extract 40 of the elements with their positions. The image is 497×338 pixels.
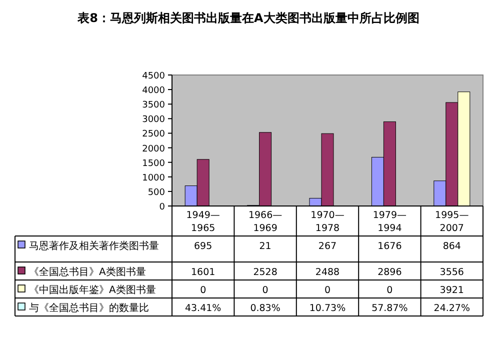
data-label: 0 [200,285,206,296]
y-tick-label: 500 [148,188,166,198]
y-tick-label: 3500 [142,100,166,111]
y-tick-label: 2500 [142,130,166,140]
data-label: 0 [386,285,393,296]
data-label: 0 [262,285,268,296]
text: 0.83% [250,303,280,314]
y-tick-label: 1000 [142,173,166,184]
x-tick-label: 1949—1965 [186,210,220,234]
y-tick-label: 4500 [142,72,166,82]
y-tick-label: 3000 [142,115,166,126]
data-label: 3921 [440,285,464,296]
y-tick-label: 4000 [142,86,166,96]
data-label: 864 [442,241,461,252]
legend-label: 与《全国总书目》的数量比 [29,302,149,314]
y-tick-label: 2000 [142,144,166,154]
data-label: 2488 [315,267,340,278]
legend-label: 《全国总书目》A类图书量 [29,266,146,278]
x-tick-label: 1966—1969 [248,210,283,234]
y-tick-label: 1500 [142,158,166,169]
x-tick-label: 1979—1994 [372,210,408,234]
data-label: 0 [324,285,331,296]
data-label: 2896 [378,267,402,278]
legend-label: 《中国出版年鉴》A类图书量 [29,284,156,296]
x-tick-label: 1970—1978 [310,210,345,234]
legend-label: 马恩著作及相关著作类图书量 [29,240,159,252]
y-tick-label: 0 [159,202,166,212]
data-label: 695 [194,241,212,252]
x-tick-label: 1995—2007 [435,210,470,234]
text: 10.73% [309,303,346,314]
text: 43.41% [184,303,222,314]
data-label: 21 [259,241,272,252]
chart-title: 表8：马恩列斯相关图书出版量在A大类图书出版量中所占比例图 [76,11,420,25]
text: 57.87% [372,303,408,314]
data-label: 2528 [253,267,278,278]
data-label: 267 [318,241,337,252]
data-label: 1601 [191,267,216,278]
text: 24.27% [434,303,470,314]
data-label: 1676 [378,241,402,252]
data-label: 3556 [440,267,464,278]
